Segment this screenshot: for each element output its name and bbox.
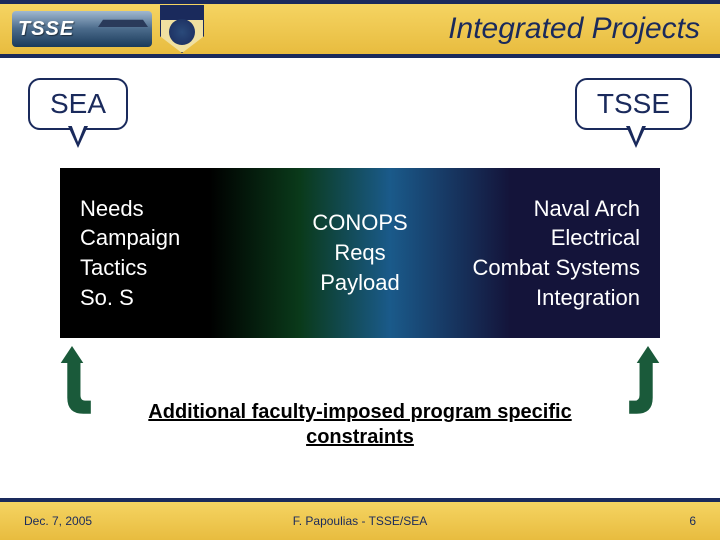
band-mid-line: Payload xyxy=(265,268,455,298)
nps-badge xyxy=(160,5,204,53)
callout-sea-label: SEA xyxy=(50,88,106,119)
band-left-line: Campaign xyxy=(80,223,265,253)
callout-sea: SEA xyxy=(28,78,128,130)
header-bar: TSSE Integrated Projects xyxy=(0,0,720,58)
footer-page-number: 6 xyxy=(689,514,696,528)
footer-bar: Dec. 7, 2005 F. Papoulias - TSSE/SEA 6 xyxy=(0,498,720,540)
constraint-label: Additional faculty-imposed program speci… xyxy=(0,400,720,450)
badge-seal-icon xyxy=(169,19,195,45)
band-column-right: Naval Arch Electrical Combat Systems Int… xyxy=(455,194,640,313)
band-left-line: Needs xyxy=(80,194,265,224)
band-column-middle: CONOPS Reqs Payload xyxy=(265,208,455,297)
ship-icon xyxy=(98,15,148,27)
band-left-line: Tactics xyxy=(80,253,265,283)
gradient-band: Needs Campaign Tactics So. S CONOPS Reqs… xyxy=(60,168,660,338)
band-mid-line: Reqs xyxy=(265,238,455,268)
diagram-area: SEA TSSE Needs Campaign Tactics So. S CO… xyxy=(0,58,720,478)
band-right-line: Electrical xyxy=(455,223,640,253)
page-title: Integrated Projects xyxy=(448,12,708,46)
tsse-logo-text: TSSE xyxy=(18,18,74,41)
callout-tsse-label: TSSE xyxy=(597,88,670,119)
callout-tsse: TSSE xyxy=(575,78,692,130)
band-right-line: Integration xyxy=(455,283,640,313)
footer-date: Dec. 7, 2005 xyxy=(24,514,92,528)
band-left-line: So. S xyxy=(80,283,265,313)
callout-sea-tail xyxy=(68,126,88,148)
shield-icon xyxy=(160,5,204,53)
band-right-line: Combat Systems xyxy=(455,253,640,283)
band-mid-line: CONOPS xyxy=(265,208,455,238)
tsse-logo: TSSE xyxy=(12,11,152,47)
callout-tsse-tail xyxy=(626,126,646,148)
band-column-left: Needs Campaign Tactics So. S xyxy=(80,194,265,313)
footer-author: F. Papoulias - TSSE/SEA xyxy=(293,514,428,528)
band-right-line: Naval Arch xyxy=(455,194,640,224)
